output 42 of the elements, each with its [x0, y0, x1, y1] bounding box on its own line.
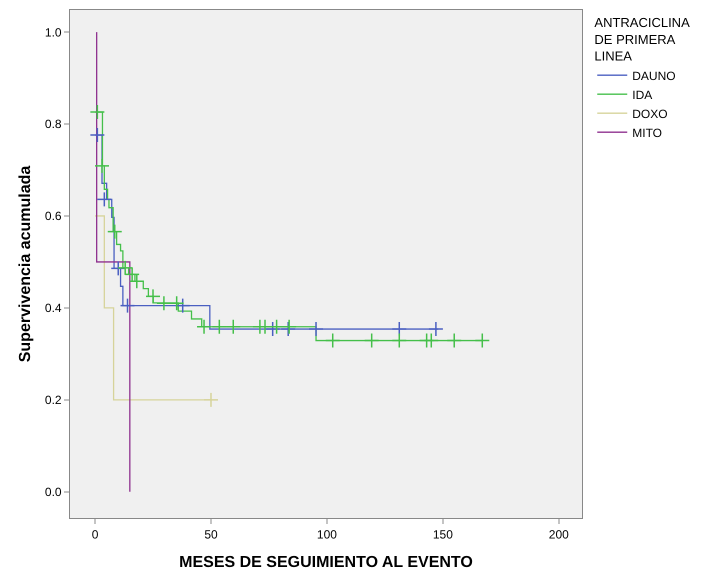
point [96, 192, 112, 208]
point [212, 319, 228, 334]
legend-title: ANTRACICLINA DE PRIMERA LINEA [594, 14, 690, 64]
point [428, 321, 444, 337]
point [196, 319, 212, 334]
x-tick-label: 100 [316, 527, 338, 542]
y-tick-label: 1.0 [44, 25, 62, 40]
x-tick-label: 150 [432, 527, 454, 542]
point [145, 288, 161, 304]
point [110, 260, 126, 276]
legend-label: IDA [632, 88, 652, 102]
y-tick-label: 0.4 [44, 301, 62, 316]
point [90, 127, 106, 143]
point [120, 298, 136, 314]
point [324, 332, 340, 348]
legend-label: DOXO [632, 106, 668, 121]
legend-label: DAUNO [632, 68, 676, 83]
x-tick-label: 200 [548, 527, 570, 542]
point [446, 332, 462, 348]
y-tick-label: 0.8 [44, 117, 62, 132]
point [90, 104, 106, 120]
point [392, 332, 408, 348]
point [168, 296, 184, 312]
y-axis-title: Supervivencia acumulada [16, 166, 34, 362]
legend-label: MITO [632, 126, 662, 140]
x-tick-label: 0 [92, 527, 99, 542]
point [364, 332, 380, 348]
x-axis-title: MESES DE SEGUIMIENTO AL EVENTO [179, 554, 473, 572]
point [203, 392, 219, 408]
point [107, 224, 122, 240]
point [226, 319, 241, 334]
point [94, 158, 110, 174]
x-tick-label: 50 [204, 527, 218, 542]
point [424, 332, 440, 348]
y-tick-label: 0.6 [44, 209, 62, 224]
y-tick-label: 0.2 [44, 393, 62, 408]
point [308, 321, 324, 337]
point [156, 296, 172, 312]
point [474, 332, 490, 348]
y-tick-label: 0.0 [44, 485, 62, 499]
point [174, 298, 190, 314]
point [264, 321, 280, 337]
